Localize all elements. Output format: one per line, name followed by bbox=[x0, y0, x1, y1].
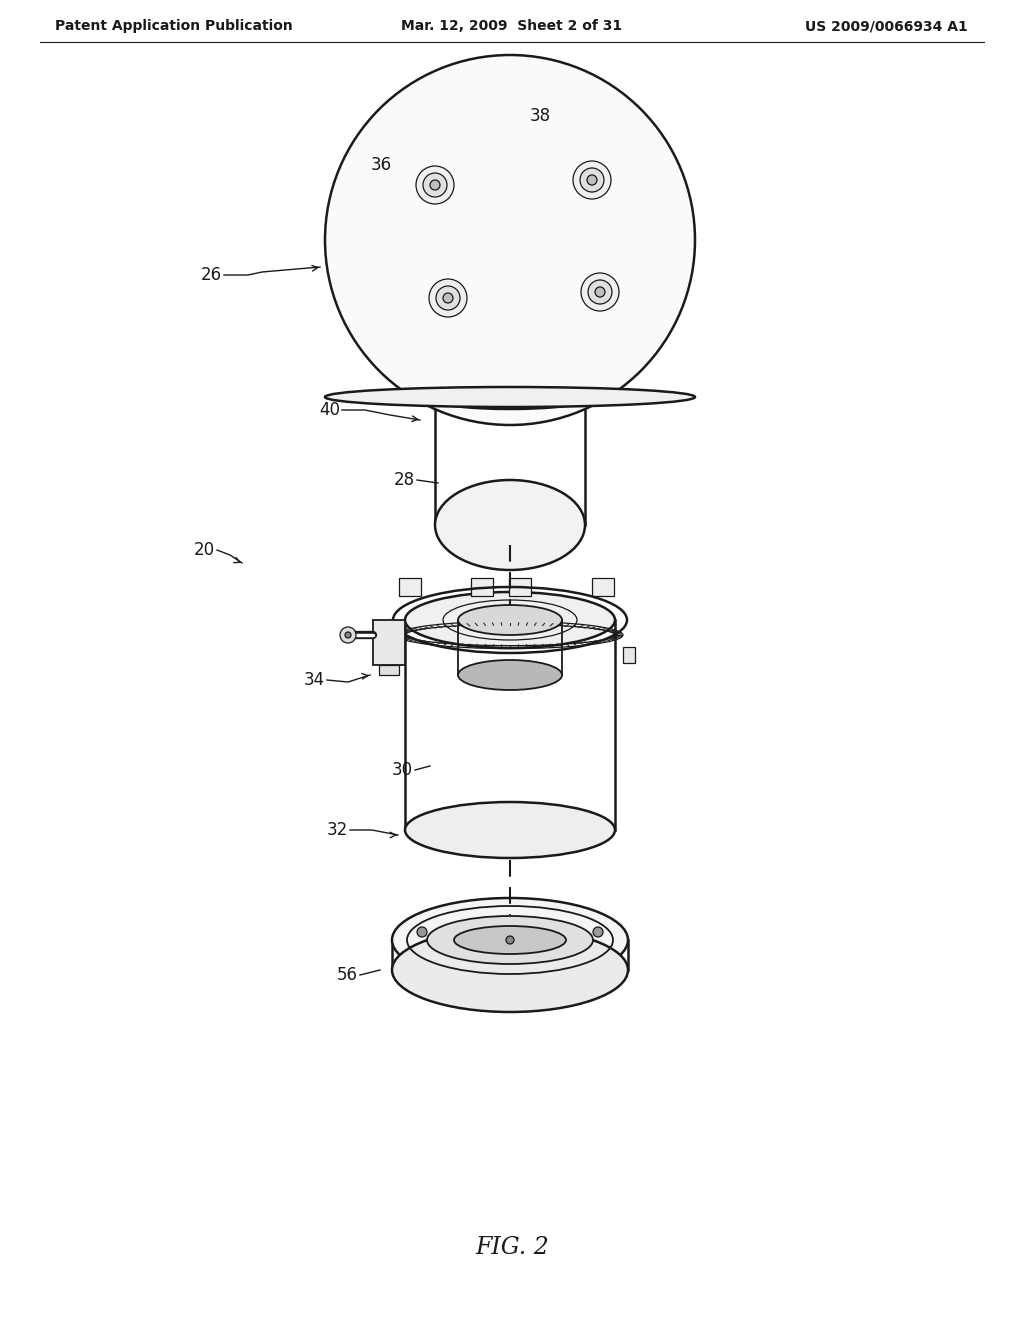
Ellipse shape bbox=[325, 55, 695, 425]
Circle shape bbox=[506, 936, 514, 944]
Circle shape bbox=[573, 161, 611, 199]
Ellipse shape bbox=[406, 591, 615, 648]
Bar bbox=[623, 647, 635, 663]
Text: 26: 26 bbox=[201, 267, 222, 284]
Ellipse shape bbox=[435, 391, 585, 409]
Circle shape bbox=[588, 280, 612, 304]
Bar bbox=[379, 665, 399, 675]
Bar bbox=[399, 578, 421, 597]
Ellipse shape bbox=[427, 916, 593, 964]
Text: 20: 20 bbox=[194, 541, 215, 558]
Ellipse shape bbox=[392, 928, 628, 1012]
Bar bbox=[509, 578, 531, 597]
Text: 34: 34 bbox=[304, 671, 325, 689]
Ellipse shape bbox=[325, 387, 695, 407]
Text: 28: 28 bbox=[394, 471, 415, 488]
Bar bbox=[373, 620, 406, 665]
Text: 40: 40 bbox=[319, 401, 340, 418]
Circle shape bbox=[430, 180, 440, 190]
Circle shape bbox=[423, 173, 447, 197]
Ellipse shape bbox=[392, 898, 628, 982]
Circle shape bbox=[340, 627, 356, 643]
Text: 32: 32 bbox=[327, 821, 348, 840]
Text: 36: 36 bbox=[371, 156, 392, 174]
Ellipse shape bbox=[458, 660, 562, 690]
Bar bbox=[592, 578, 614, 597]
Text: 30: 30 bbox=[392, 762, 413, 779]
Circle shape bbox=[436, 286, 460, 310]
Text: Patent Application Publication: Patent Application Publication bbox=[55, 18, 293, 33]
Circle shape bbox=[345, 632, 351, 638]
Text: 38: 38 bbox=[530, 107, 551, 125]
Ellipse shape bbox=[435, 480, 585, 570]
Circle shape bbox=[416, 166, 454, 205]
Circle shape bbox=[429, 279, 467, 317]
Text: FIG. 2: FIG. 2 bbox=[475, 1237, 549, 1259]
Text: 56: 56 bbox=[337, 966, 358, 983]
Circle shape bbox=[417, 927, 427, 937]
Circle shape bbox=[593, 927, 603, 937]
Circle shape bbox=[443, 293, 453, 304]
Circle shape bbox=[587, 176, 597, 185]
Ellipse shape bbox=[454, 927, 566, 954]
Ellipse shape bbox=[406, 803, 615, 858]
Bar bbox=[471, 578, 493, 597]
Circle shape bbox=[595, 286, 605, 297]
Ellipse shape bbox=[458, 605, 562, 635]
Text: Mar. 12, 2009  Sheet 2 of 31: Mar. 12, 2009 Sheet 2 of 31 bbox=[401, 18, 623, 33]
Circle shape bbox=[580, 168, 604, 191]
Circle shape bbox=[581, 273, 618, 312]
Text: US 2009/0066934 A1: US 2009/0066934 A1 bbox=[805, 18, 968, 33]
